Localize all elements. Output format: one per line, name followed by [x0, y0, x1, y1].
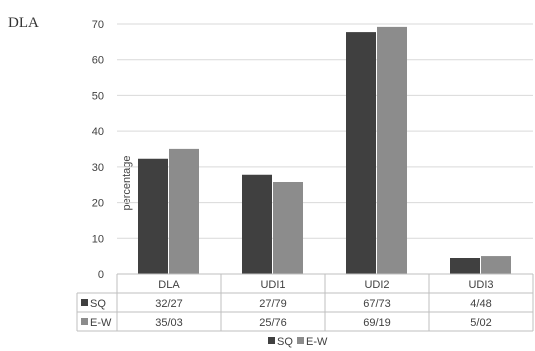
table-series-swatch [81, 299, 88, 306]
legend-swatch [268, 337, 275, 344]
table-cell-value: 67/73 [363, 298, 391, 310]
chart-title: DLA [8, 15, 39, 31]
y-tick-label: 30 [92, 162, 104, 174]
bar-sq-udi3 [450, 258, 480, 274]
bar-sq-dla [138, 158, 168, 274]
y-tick-label: 0 [98, 269, 104, 281]
y-tick-label: 60 [92, 55, 104, 67]
table-series-name: SQ [90, 298, 106, 310]
bar-sq-udi2 [346, 32, 376, 274]
y-axis-ticks: 0 10 20 30 40 50 60 70 [92, 19, 104, 281]
data-table: DLA UDI1 UDI2 UDI3 SQ 32/27 27/79 67/73 4/48 E-W 3… [76, 273, 534, 332]
y-axis-label: percentage [121, 155, 133, 210]
x-category-label: UDI1 [260, 279, 285, 291]
x-category-label: DLA [158, 279, 180, 291]
y-tick-label: 20 [92, 198, 104, 210]
bar-e-w-udi1 [273, 182, 303, 274]
y-tick-label: 10 [92, 233, 104, 245]
table-cell-value: 5/02 [470, 317, 491, 329]
bars [138, 26, 511, 275]
bar-e-w-udi3 [481, 256, 511, 274]
y-tick-label: 40 [92, 126, 104, 138]
bar-e-w-dla [169, 148, 199, 274]
bar-e-w-udi2 [377, 26, 407, 275]
bar-sq-udi1 [242, 174, 272, 274]
table-cell-value: 32/27 [155, 298, 183, 310]
table-cell-value: 4/48 [470, 298, 491, 310]
table-series-name: E-W [90, 317, 112, 329]
legend-swatch [297, 337, 304, 344]
table-cell-value: 69/19 [363, 317, 391, 329]
table-series-swatch [81, 318, 88, 325]
x-category-label: UDI3 [468, 279, 493, 291]
table-cell-value: 27/79 [259, 298, 287, 310]
table-cell-value: 25/76 [259, 317, 287, 329]
legend: SQ E-W [268, 336, 328, 348]
y-tick-label: 50 [92, 90, 104, 102]
y-tick-label: 70 [92, 19, 104, 31]
legend-label: SQ [277, 336, 293, 348]
legend-label: E-W [306, 336, 328, 348]
table-cell-value: 35/03 [155, 317, 183, 329]
x-category-label: UDI2 [364, 279, 389, 291]
